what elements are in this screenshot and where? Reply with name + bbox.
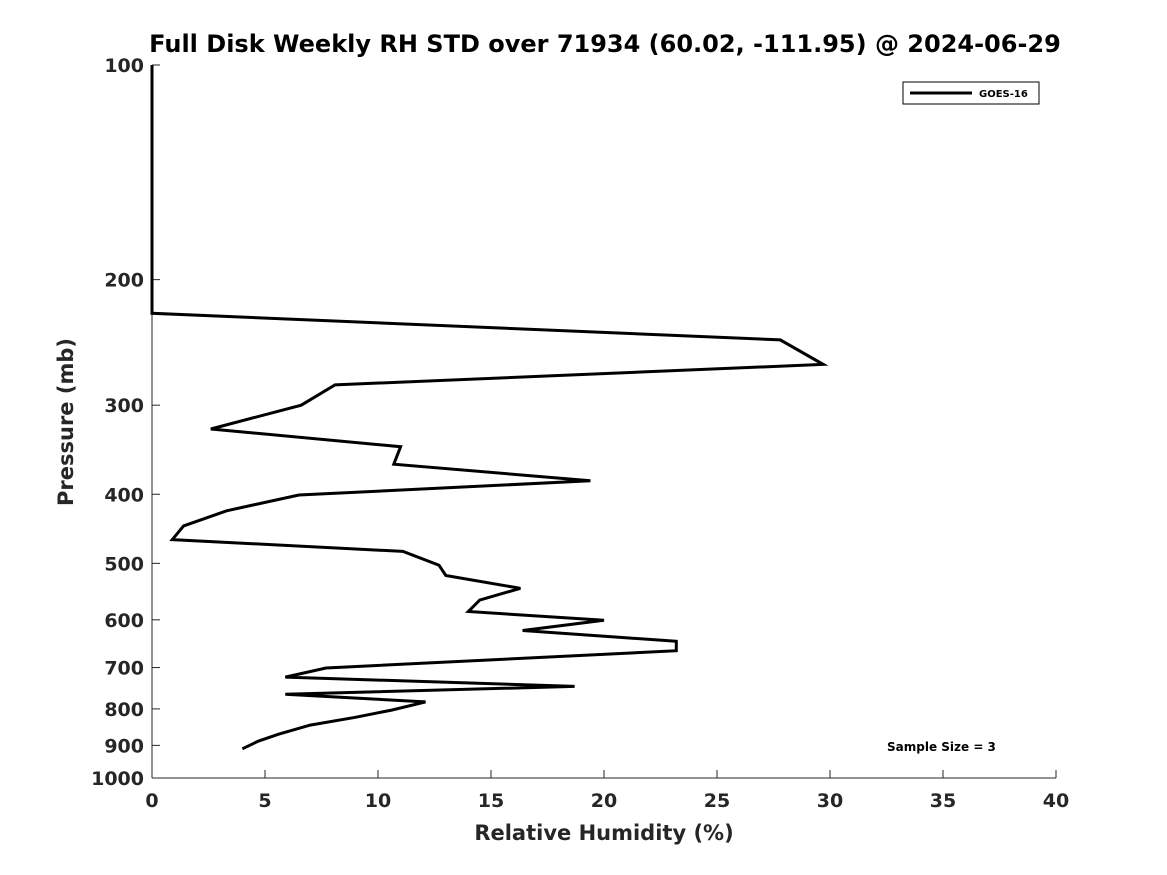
y-tick-label: 100 (104, 55, 144, 77)
y-tick-label: 800 (104, 699, 144, 721)
sample-size-annotation: Sample Size = 3 (887, 740, 996, 754)
x-tick-label: 40 (1043, 790, 1069, 812)
series-line-goes-16 (150, 65, 829, 751)
y-tick-label: 700 (104, 658, 144, 680)
legend-label-goes-16: GOES-16 (979, 89, 1028, 100)
y-axis-label: Pressure (mb) (54, 338, 78, 506)
chart-title: Full Disk Weekly RH STD over 71934 (60.0… (149, 30, 1061, 58)
x-tick-label: 30 (817, 790, 843, 812)
x-tick-label: 35 (930, 790, 956, 812)
x-axis-label: Relative Humidity (%) (474, 821, 733, 845)
x-ticks: 0 5 10 15 20 25 30 35 40 (145, 770, 1069, 812)
y-tick-label: 500 (104, 553, 144, 575)
x-tick-label: 25 (704, 790, 730, 812)
x-tick-label: 0 (145, 790, 158, 812)
series-group (150, 65, 829, 751)
y-tick-label: 400 (104, 484, 144, 506)
axes (151, 65, 1056, 779)
x-tick-label: 20 (591, 790, 617, 812)
x-tick-label: 10 (365, 790, 391, 812)
y-tick-label: 200 (104, 270, 144, 292)
y-ticks: 100 200 300 400 500 600 700 800 900 1000 (91, 55, 160, 790)
x-tick-label: 15 (478, 790, 504, 812)
y-tick-label: 900 (104, 735, 144, 757)
y-tick-label: 300 (104, 395, 144, 417)
legend: GOES-16 (902, 81, 1040, 105)
y-tick-label: 600 (104, 610, 144, 632)
x-tick-label: 5 (258, 790, 271, 812)
y-tick-label: 1000 (91, 768, 144, 790)
